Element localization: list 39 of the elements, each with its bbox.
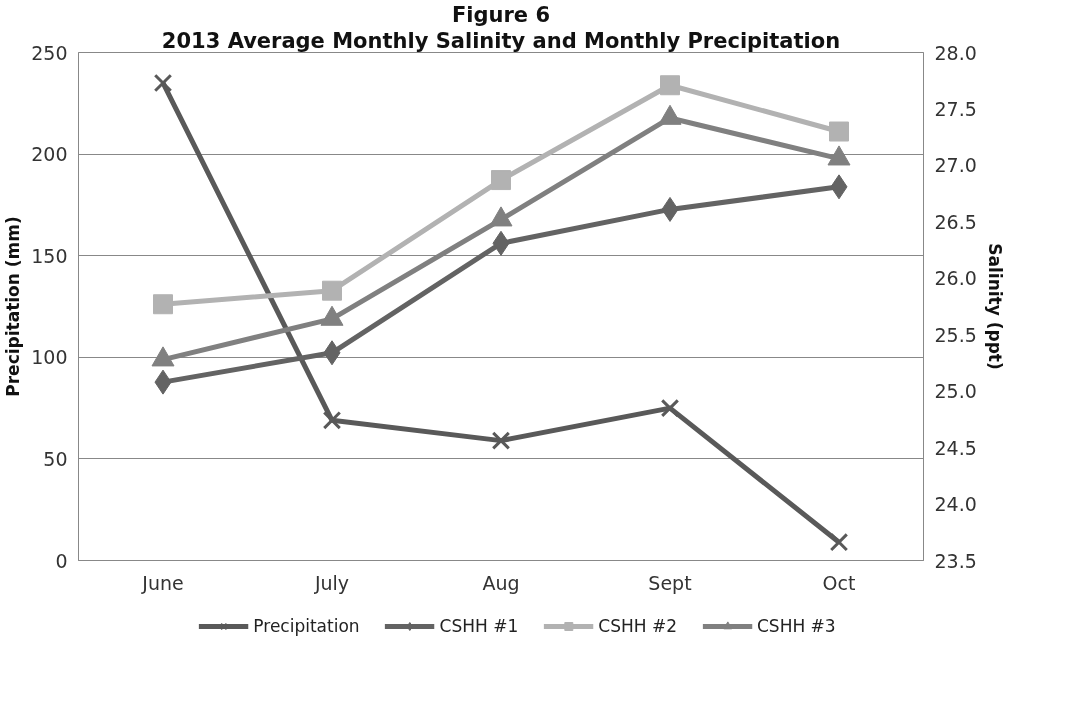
point bbox=[153, 73, 173, 93]
point bbox=[491, 431, 511, 450]
point bbox=[660, 75, 680, 96]
y2-tick-label: 27.5 bbox=[934, 97, 977, 120]
point bbox=[491, 170, 511, 191]
y2-tick-label: 26.0 bbox=[934, 267, 977, 290]
y2-tick-label: 25.0 bbox=[934, 380, 977, 403]
y2-tick-label: 27.0 bbox=[934, 154, 977, 177]
x-tick-label: June bbox=[141, 571, 184, 594]
point bbox=[153, 294, 173, 315]
point bbox=[322, 280, 342, 301]
y2-tick-label: 23.5 bbox=[934, 549, 977, 572]
y-tick-label: 100 bbox=[31, 346, 68, 369]
legend-label: Precipitation bbox=[253, 616, 360, 636]
y2-tick-label: 25.5 bbox=[934, 323, 977, 346]
y-tick-label: 0 bbox=[55, 549, 68, 572]
x-tick-label: Oct bbox=[822, 571, 856, 594]
y-tick-label: 50 bbox=[43, 447, 68, 470]
x-tick-label: Aug bbox=[482, 571, 520, 594]
y2-tick-label: 24.0 bbox=[934, 493, 977, 516]
y-tick-label: 150 bbox=[31, 244, 68, 267]
point bbox=[660, 398, 680, 418]
y-tick-label: 200 bbox=[31, 143, 68, 166]
chart-subtitle: 2013 Average Monthly Salinity and Monthly Precipitation bbox=[161, 28, 841, 53]
x-tick-label: Sept bbox=[648, 571, 692, 594]
chart-title: Figure 6 bbox=[451, 2, 551, 27]
y2-axis-title: Salinity (ppt) bbox=[984, 243, 1005, 370]
point bbox=[322, 411, 342, 430]
point bbox=[829, 532, 849, 552]
y2-tick-label: 28.0 bbox=[934, 41, 977, 64]
y-tick-label: 250 bbox=[31, 41, 68, 64]
y2-tick-label: 24.5 bbox=[934, 436, 977, 459]
y-axis-title: Precipitation (mm) bbox=[3, 216, 24, 397]
y2-tick-label: 26.5 bbox=[934, 210, 977, 233]
x-tick-label: July bbox=[313, 571, 350, 594]
legend-label: CSHH #1 bbox=[439, 616, 519, 636]
legend-label: CSHH #3 bbox=[756, 616, 836, 636]
point bbox=[829, 121, 849, 142]
legend-label: CSHH #2 bbox=[598, 616, 677, 636]
